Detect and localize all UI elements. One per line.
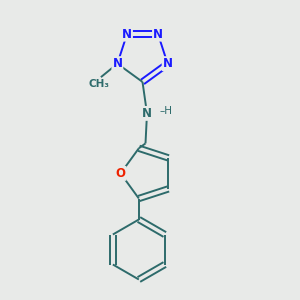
Text: –H: –H bbox=[160, 106, 172, 116]
Text: O: O bbox=[116, 167, 126, 180]
Text: N: N bbox=[153, 28, 163, 40]
Text: N: N bbox=[122, 28, 132, 40]
Text: N: N bbox=[163, 57, 172, 70]
Text: N: N bbox=[142, 107, 152, 120]
Text: N: N bbox=[112, 57, 122, 70]
Text: CH₃: CH₃ bbox=[89, 79, 110, 89]
